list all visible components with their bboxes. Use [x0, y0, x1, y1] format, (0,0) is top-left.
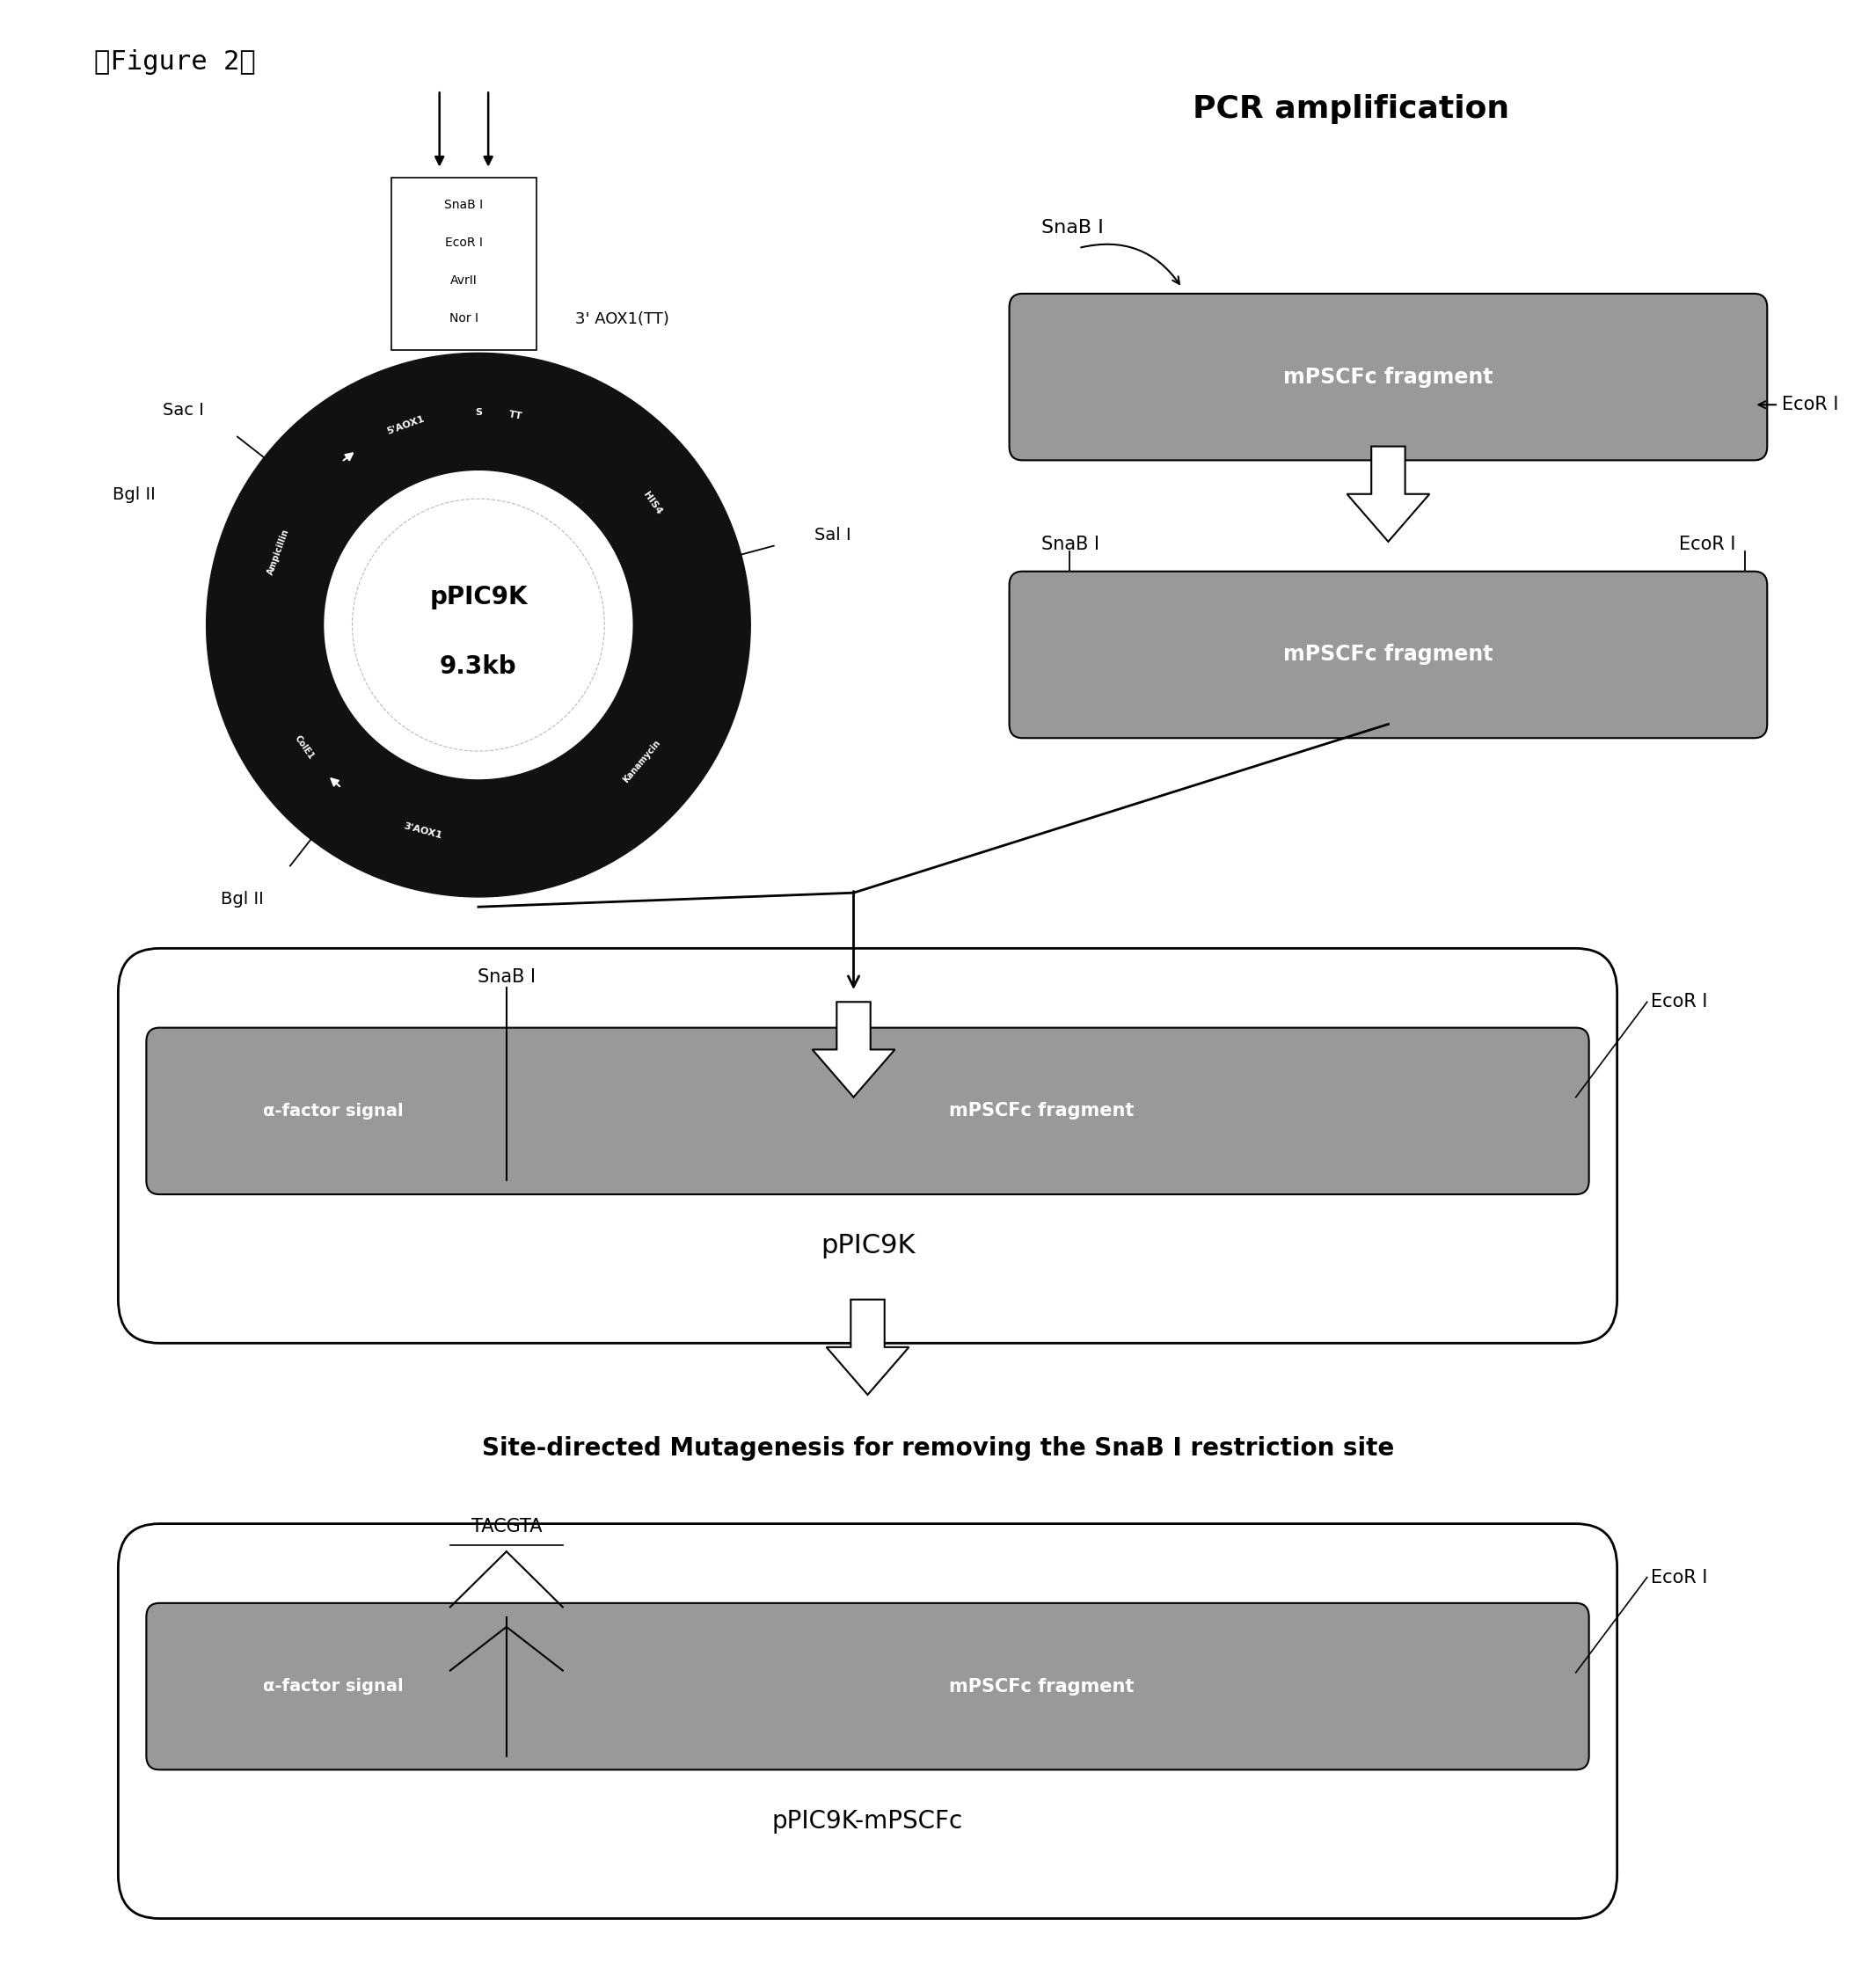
Text: EcoR I: EcoR I	[1782, 397, 1838, 413]
Text: EcoR I: EcoR I	[1651, 1569, 1707, 1585]
Polygon shape	[206, 353, 750, 897]
Polygon shape	[825, 1300, 910, 1395]
Text: mPSCFc fragment: mPSCFc fragment	[1283, 367, 1493, 387]
Text: 【Figure 2】: 【Figure 2】	[94, 50, 255, 75]
Text: 9.3kb: 9.3kb	[439, 655, 518, 679]
Text: 3' AOX1(TT): 3' AOX1(TT)	[576, 311, 670, 327]
Text: Kanamycin: Kanamycin	[621, 738, 662, 786]
Polygon shape	[1347, 446, 1430, 542]
Text: S: S	[475, 407, 482, 417]
Text: Bgl II: Bgl II	[113, 486, 156, 502]
Text: ColE1: ColE1	[293, 734, 315, 760]
FancyBboxPatch shape	[146, 1603, 1589, 1770]
Text: Sal I: Sal I	[814, 526, 852, 544]
FancyBboxPatch shape	[118, 1524, 1617, 1919]
Text: Site-directed Mutagenesis for removing the SnaB I restriction site: Site-directed Mutagenesis for removing t…	[482, 1436, 1394, 1460]
Text: Ampicillin: Ampicillin	[266, 528, 291, 575]
Text: pPIC9K: pPIC9K	[820, 1234, 915, 1258]
Polygon shape	[812, 1002, 895, 1097]
Text: SnaB I: SnaB I	[1041, 536, 1099, 554]
Text: SnaB I: SnaB I	[478, 968, 535, 986]
Text: Nor I: Nor I	[450, 311, 478, 325]
Text: 5'AOX1: 5'AOX1	[385, 415, 426, 436]
Text: α-factor signal: α-factor signal	[263, 1103, 403, 1119]
Text: α-factor signal: α-factor signal	[263, 1678, 403, 1694]
Text: TACGTA: TACGTA	[471, 1518, 542, 1536]
Text: pPIC9K: pPIC9K	[430, 585, 527, 609]
Text: mPSCFc fragment: mPSCFc fragment	[949, 1103, 1133, 1119]
FancyBboxPatch shape	[118, 948, 1617, 1343]
Text: Bgl II: Bgl II	[221, 891, 265, 907]
Text: mPSCFc fragment: mPSCFc fragment	[1283, 645, 1493, 665]
Text: TT: TT	[508, 411, 523, 421]
Text: 3'AOX1: 3'AOX1	[403, 821, 443, 839]
Text: Sac I: Sac I	[163, 403, 204, 419]
Text: AvrII: AvrII	[450, 274, 477, 288]
Polygon shape	[325, 470, 632, 780]
Text: EcoR I: EcoR I	[1679, 536, 1735, 554]
FancyBboxPatch shape	[1009, 294, 1767, 460]
Text: EcoR I: EcoR I	[1651, 994, 1707, 1010]
Text: HIS4: HIS4	[642, 490, 664, 516]
Text: EcoR I: EcoR I	[445, 236, 482, 250]
Text: pPIC9K-mPSCFc: pPIC9K-mPSCFc	[773, 1809, 962, 1833]
Text: PCR amplification: PCR amplification	[1193, 93, 1508, 125]
Text: mPSCFc fragment: mPSCFc fragment	[949, 1678, 1133, 1694]
FancyBboxPatch shape	[146, 1028, 1589, 1194]
Text: SnaB I: SnaB I	[1041, 220, 1103, 236]
Text: SnaB I: SnaB I	[445, 198, 484, 212]
FancyBboxPatch shape	[392, 177, 537, 349]
FancyBboxPatch shape	[1009, 571, 1767, 738]
